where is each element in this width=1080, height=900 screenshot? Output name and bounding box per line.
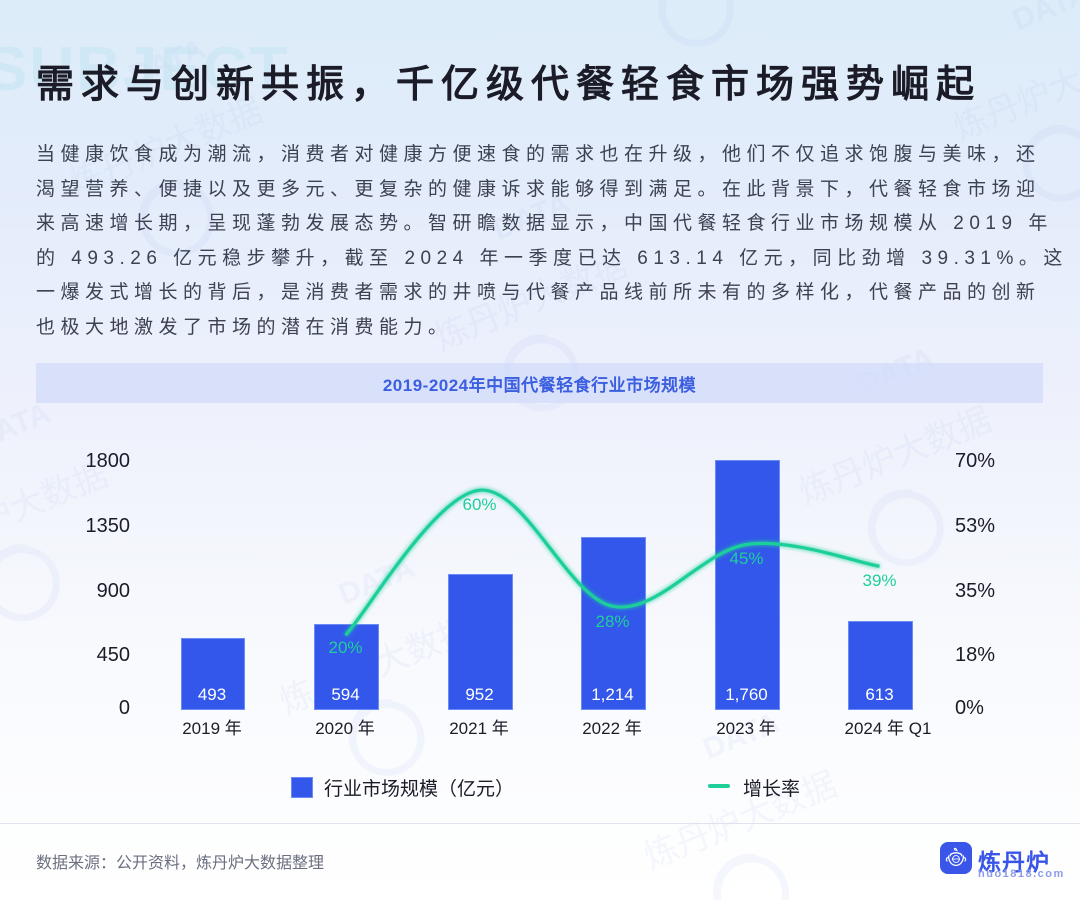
- svg-text:DATA: DATA: [952, 857, 961, 861]
